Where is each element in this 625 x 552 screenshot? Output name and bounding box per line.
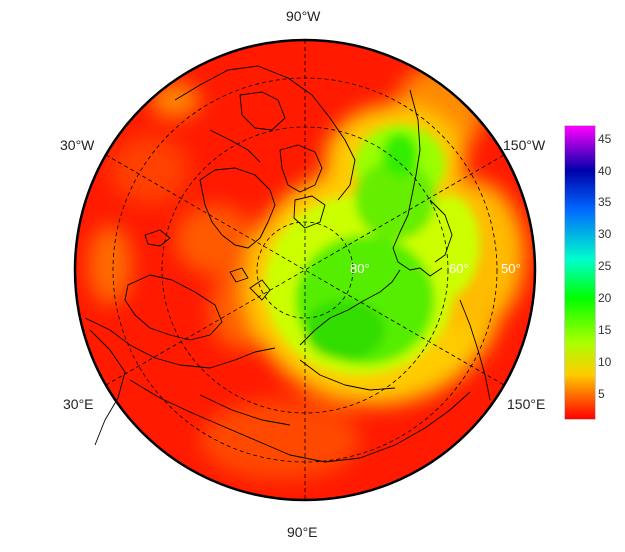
- colorbar-tick-label: 40: [598, 163, 612, 178]
- latitude-labels: 80° 60° 50°: [350, 261, 521, 276]
- graticule: [105, 40, 505, 500]
- field-patch: [200, 400, 360, 480]
- canadian-archipelago: [279, 144, 323, 193]
- asia-land: [129, 379, 471, 463]
- kamchatka: [429, 199, 453, 263]
- north-america-coast: [174, 65, 356, 201]
- siberia-coast: [299, 269, 401, 346]
- lon-label-bottom: 90°E: [287, 524, 318, 540]
- colorbar-tick-label: 10: [598, 354, 612, 369]
- novaya-zemlya: [249, 279, 271, 301]
- colorbar-tick-label: 5: [598, 386, 605, 401]
- scandinavia-outline: [124, 274, 223, 341]
- hudson-bay-coast: [209, 129, 261, 163]
- data-field: [75, 40, 535, 500]
- colorbar: 45 40 35 30 25 20 15 10 5: [564, 125, 624, 420]
- colorbar-tick-label: 20: [598, 290, 612, 305]
- lat-label-80: 80°: [350, 261, 370, 276]
- lat-label-50: 50°: [501, 261, 521, 276]
- lon-label-lower-left: 30°E: [63, 396, 94, 412]
- east-asia-coast: [459, 299, 491, 401]
- colorbar-tick-label: 45: [598, 131, 612, 146]
- field-patch: [420, 195, 480, 295]
- lon-label-upper-left: 30°W: [60, 137, 95, 153]
- field-patch: [175, 205, 255, 275]
- field-patch: [110, 135, 190, 205]
- europe-interior: [89, 329, 126, 446]
- central-asia-border: [199, 394, 291, 426]
- lon-label-top: 90°W: [286, 8, 321, 24]
- coastlines: [84, 65, 491, 463]
- alaska-coast: [407, 89, 421, 216]
- field-patch: [88, 225, 132, 305]
- colorbar-tick-label: 30: [598, 227, 612, 242]
- colorbar-gradient: [564, 125, 596, 420]
- lat-label-60: 60°: [449, 261, 469, 276]
- siberia-border: [299, 359, 396, 391]
- svalbard: [229, 267, 249, 283]
- canadian-archipelago: [293, 195, 326, 229]
- map-frame: [73, 38, 537, 502]
- colorbar-tick-label: 25: [598, 259, 612, 274]
- field-patch: [305, 300, 385, 360]
- colorbar-tick-label: 35: [598, 195, 612, 210]
- europe-coast: [84, 317, 276, 369]
- greenland-outline: [199, 167, 276, 249]
- bering-coast: [392, 214, 443, 277]
- field-patch: [382, 133, 418, 177]
- colorbar-tick-label: 15: [598, 322, 612, 337]
- lon-label-upper-right: 150°W: [503, 137, 546, 153]
- lon-label-lower-right: 150°E: [507, 396, 546, 412]
- canadian-archipelago: [239, 91, 286, 131]
- iceland: [144, 229, 171, 247]
